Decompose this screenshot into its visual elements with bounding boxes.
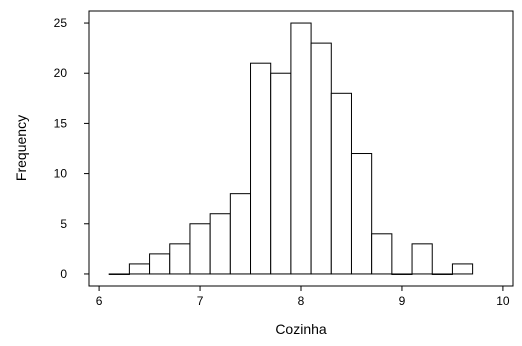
x-tick-label: 10 <box>496 294 510 308</box>
bars-group <box>108 22 474 275</box>
x-tick-label: 6 <box>96 294 103 308</box>
histogram-bar <box>128 263 151 275</box>
y-tick-label: 5 <box>60 217 67 231</box>
histogram-bar <box>229 193 252 275</box>
histogram-bar <box>431 273 453 275</box>
histogram-bar <box>371 233 393 275</box>
histogram-bar <box>310 42 332 275</box>
histogram-bar <box>189 223 211 275</box>
x-axis: 6 7 8 9 10 <box>96 286 510 308</box>
y-axis-title: Frequency <box>13 115 29 181</box>
histogram-bar <box>209 213 231 275</box>
x-axis-title: Cozinha <box>275 321 327 337</box>
histogram-bar <box>149 253 171 275</box>
y-tick-label: 15 <box>54 116 68 130</box>
histogram-bar <box>250 62 272 275</box>
histogram-bar <box>108 273 130 275</box>
histogram-bar <box>350 153 373 275</box>
y-tick-label: 25 <box>54 16 68 30</box>
histogram-bar <box>451 263 474 275</box>
histogram-bar <box>270 72 292 275</box>
histogram-bar <box>330 92 352 275</box>
histogram-bar <box>290 22 312 275</box>
y-tick-label: 20 <box>54 66 68 80</box>
y-axis: 0 5 10 15 20 25 <box>54 16 89 281</box>
x-tick-label: 7 <box>197 294 204 308</box>
y-tick-label: 10 <box>54 167 68 181</box>
histogram-bar <box>391 273 413 275</box>
x-tick-label: 9 <box>399 294 406 308</box>
y-tick-label: 0 <box>60 267 67 281</box>
x-tick-label: 8 <box>298 294 305 308</box>
histogram-bar <box>411 243 433 275</box>
histogram-bar <box>169 243 191 275</box>
